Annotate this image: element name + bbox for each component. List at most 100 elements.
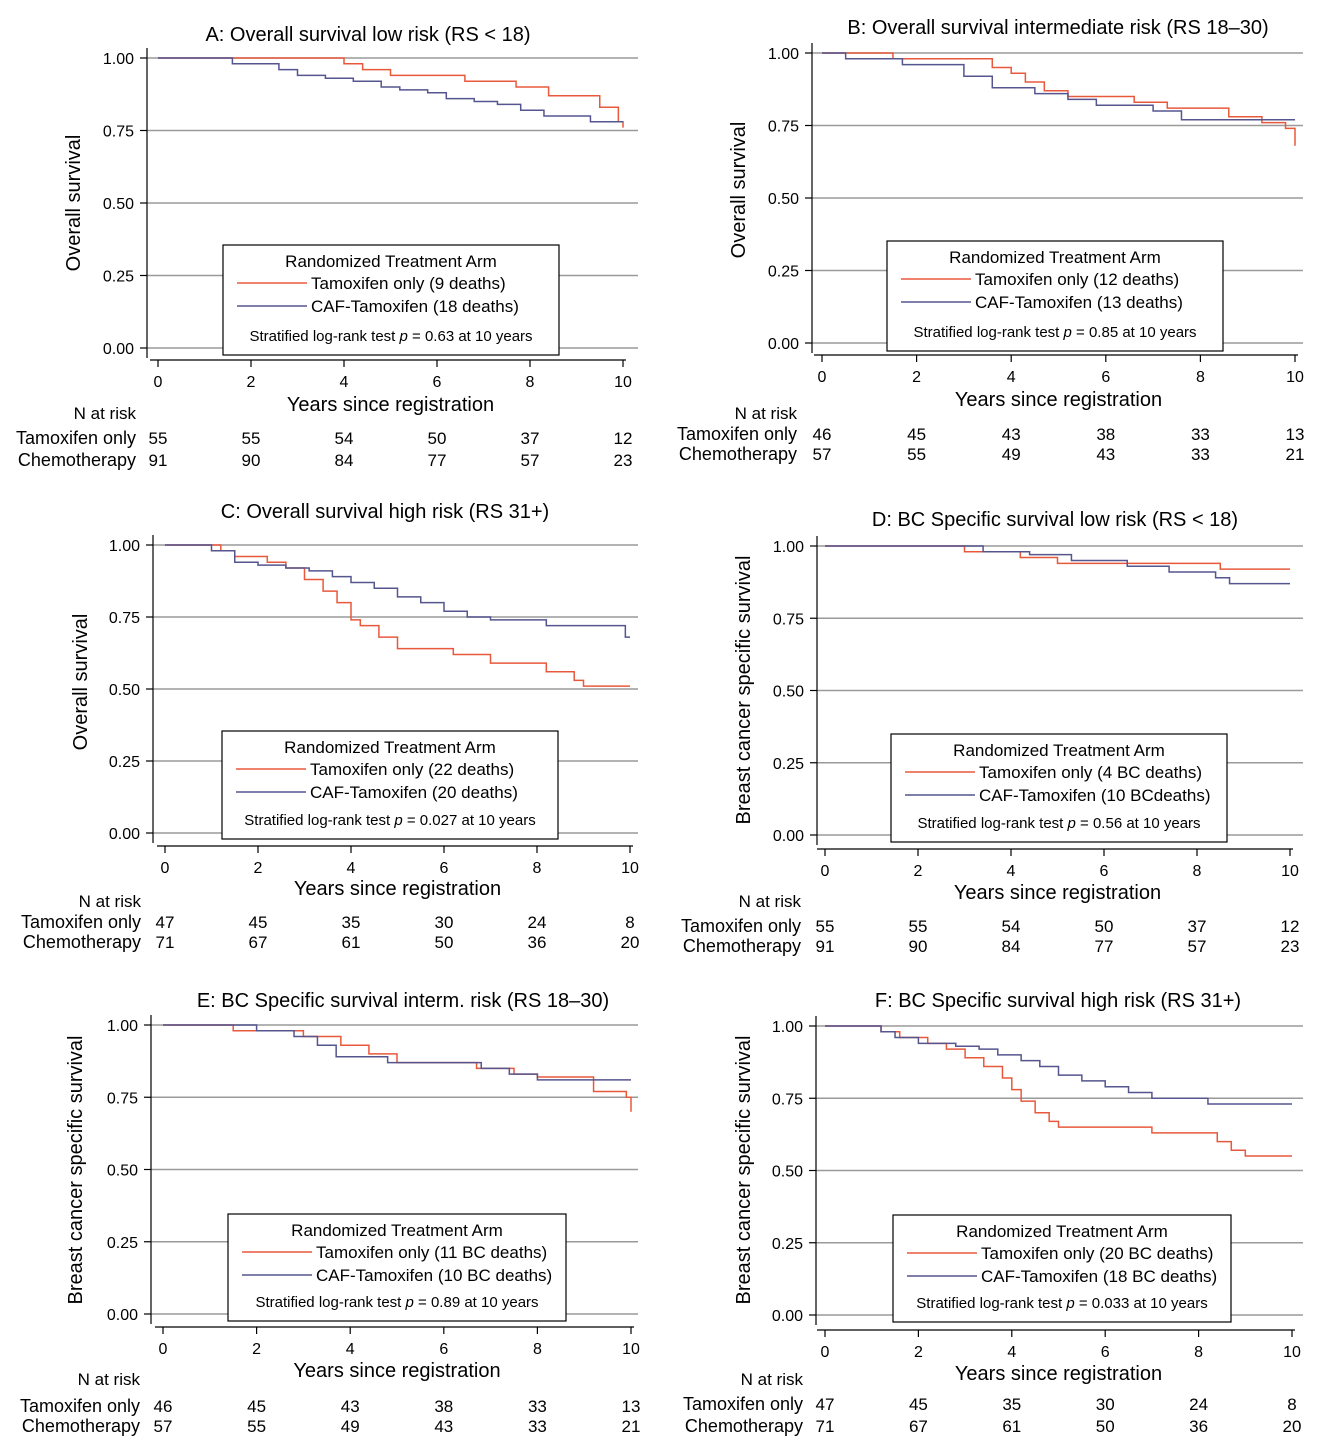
y-tick-label: 0.25 <box>772 1236 803 1253</box>
x-tick-label: 8 <box>1194 1344 1203 1361</box>
legend-title: Randomized Treatment Arm <box>284 738 496 757</box>
series-line-tamoxifen <box>825 545 1290 570</box>
x-tick-label: 6 <box>433 374 442 391</box>
series-line-caf <box>158 57 623 123</box>
at-risk-value: 8 <box>625 913 634 932</box>
chart-title: F: BC Specific survival high risk (RS 31… <box>875 990 1241 1012</box>
log-rank-note: Stratified log-rank test p = 0.89 at 10 … <box>255 1294 538 1311</box>
at-risk-value: 54 <box>335 429 354 448</box>
at-risk-value: 50 <box>428 429 447 448</box>
note-prefix: Stratified log-rank test <box>255 1294 405 1311</box>
x-tick-label: 0 <box>154 374 163 391</box>
y-tick-label: 1.00 <box>107 1018 138 1035</box>
note-suffix: = 0.89 at 10 years <box>414 1294 539 1311</box>
at-risk-value: 8 <box>1287 1395 1296 1414</box>
series-line-caf <box>825 545 1290 585</box>
at-risk-value: 50 <box>1095 917 1114 936</box>
at-risk-value: 45 <box>247 1397 266 1416</box>
log-rank-note: Stratified log-rank test p = 0.56 at 10 … <box>917 815 1200 832</box>
x-tick-label: 4 <box>347 860 356 877</box>
log-rank-note: Stratified log-rank test p = 0.033 at 10… <box>916 1295 1207 1312</box>
y-tick-label: 0.00 <box>773 828 804 845</box>
note-p: p <box>1063 324 1072 341</box>
at-risk-row-label: Chemotherapy <box>23 932 141 952</box>
at-risk-value: 57 <box>813 445 832 464</box>
x-tick-label: 4 <box>340 374 349 391</box>
series-line-caf <box>165 544 630 638</box>
at-risk-value: 12 <box>1281 917 1300 936</box>
y-tick-label: 0.75 <box>109 610 140 627</box>
at-risk-header: N at risk <box>74 404 137 423</box>
at-risk-value: 13 <box>1286 425 1305 444</box>
series-line-caf <box>825 1025 1292 1105</box>
panel-a: A: Overall survival low risk (RS < 18) 0.… <box>16 24 638 470</box>
at-risk-header: N at risk <box>741 1370 804 1389</box>
at-risk-value: 36 <box>1189 1417 1208 1436</box>
at-risk-table: N at risk Tamoxifen only 55 55 54 50 37 12 Chemo… <box>16 404 633 470</box>
at-risk-value: 55 <box>816 917 835 936</box>
legend-entry: Tamoxifen only (22 deaths) <box>310 760 514 779</box>
at-risk-value: 12 <box>614 429 633 448</box>
panel-c: C: Overall survival high risk (RS 31+) 0.… <box>21 501 640 952</box>
legend: Randomized Treatment Arm Tamoxifen only (… <box>890 733 1228 843</box>
note-suffix: = 0.63 at 10 years <box>408 328 533 345</box>
at-risk-value: 55 <box>242 429 261 448</box>
legend-box <box>886 240 1224 352</box>
y-tick-label: 0.00 <box>107 1307 138 1324</box>
legend-entry: CAF-Tamoxifen (18 deaths) <box>311 297 519 316</box>
y-tick-label: 0.25 <box>768 264 799 281</box>
legend-box <box>227 1213 567 1322</box>
y-tick-label: 0.00 <box>109 826 140 843</box>
x-tick-label: 6 <box>1101 369 1110 386</box>
at-risk-table: N at risk Tamoxifen only 47 45 35 30 24 8 Chemot… <box>683 1370 1302 1436</box>
x-tick-label: 2 <box>254 860 263 877</box>
x-tick-label: 2 <box>914 863 923 880</box>
at-risk-row-label: Chemotherapy <box>683 936 801 956</box>
x-axis-label: Years since registration <box>287 394 494 416</box>
at-risk-value: 61 <box>342 933 361 952</box>
at-risk-value: 47 <box>156 913 175 932</box>
panel-f: F: BC Specific survival high risk (RS 31… <box>683 990 1303 1436</box>
series-line-tamoxifen <box>158 57 624 128</box>
y-tick-label: 0.50 <box>103 196 134 213</box>
note-suffix: = 0.033 at 10 years <box>1075 1295 1208 1312</box>
x-tick-label: 0 <box>821 863 830 880</box>
at-risk-value: 57 <box>154 1417 173 1436</box>
x-tick-label: 4 <box>1007 863 1016 880</box>
legend-entry: Tamoxifen only (4 BC deaths) <box>979 763 1202 782</box>
at-risk-value: 55 <box>909 917 928 936</box>
note-prefix: Stratified log-rank test <box>913 324 1063 341</box>
at-risk-value: 46 <box>154 1397 173 1416</box>
at-risk-value: 13 <box>622 1397 641 1416</box>
at-risk-value: 43 <box>434 1417 453 1436</box>
x-tick-label: 8 <box>526 374 535 391</box>
series-line-caf <box>163 1024 631 1081</box>
at-risk-value: 55 <box>907 445 926 464</box>
at-risk-value: 57 <box>1188 937 1207 956</box>
legend-entry: CAF-Tamoxifen (10 BCdeaths) <box>979 786 1210 805</box>
x-tick-label: 10 <box>614 374 632 391</box>
x-tick-label: 6 <box>439 1341 448 1358</box>
y-tick-label: 0.00 <box>772 1308 803 1325</box>
at-risk-value: 36 <box>528 933 547 952</box>
y-tick-label: 0.50 <box>773 684 804 701</box>
chart-title: C: Overall survival high risk (RS 31+) <box>221 501 549 523</box>
at-risk-value: 33 <box>1191 425 1210 444</box>
x-tick-label: 10 <box>1283 1344 1301 1361</box>
panel-b: B: Overall survival intermediate risk (R… <box>677 17 1305 464</box>
at-risk-value: 30 <box>435 913 454 932</box>
x-tick-label: 8 <box>533 860 542 877</box>
legend-title: Randomized Treatment Arm <box>291 1221 503 1240</box>
legend-entry: Tamoxifen only (9 deaths) <box>311 274 506 293</box>
at-risk-value: 35 <box>1002 1395 1021 1414</box>
at-risk-header: N at risk <box>739 892 802 911</box>
y-tick-label: 1.00 <box>768 46 799 63</box>
at-risk-value: 84 <box>1002 937 1021 956</box>
at-risk-value: 90 <box>909 937 928 956</box>
legend: Randomized Treatment Arm Tamoxifen only (… <box>221 730 559 840</box>
series-line-tamoxifen <box>822 52 1296 146</box>
note-p: p <box>1067 815 1076 832</box>
note-p: p <box>405 1294 414 1311</box>
at-risk-value: 47 <box>816 1395 835 1414</box>
